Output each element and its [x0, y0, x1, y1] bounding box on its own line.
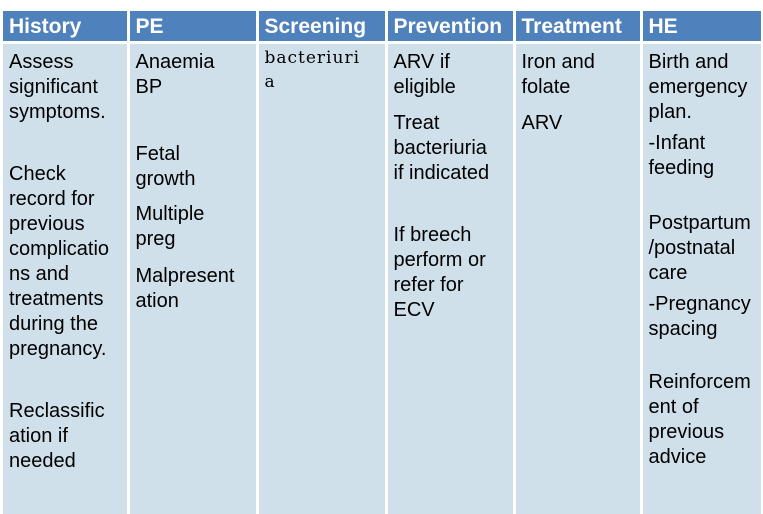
he-entry-pregnancy-spacing: -Pregnancy spacing	[648, 292, 751, 340]
header-history: History	[3, 11, 130, 44]
pe-entry-multiple-preg: Multiple preg	[135, 202, 205, 250]
history-entry-reclassification: Reclassific ation if needed	[9, 399, 105, 472]
pe-entry-malpresentation: Malpresent ation	[135, 264, 235, 312]
treatment-cell: Iron and folate ARV	[514, 42, 643, 514]
prevention-entry-arv: ARV if eligible	[393, 50, 456, 98]
header-treatment: Treatment	[514, 11, 643, 44]
prevention-entry-breech-ecv: If breech perform or refer for ECV	[393, 223, 486, 321]
pe-cell: Anaemia BP Fetal growth Multiple preg Ma…	[128, 42, 259, 514]
he-cell: Birth and emergency plan. -Infant feedin…	[641, 42, 761, 514]
history-entry-check-record: Check record for previous complicatio ns…	[9, 162, 110, 360]
header-prevention: Prevention	[386, 11, 516, 44]
header-he: HE	[641, 11, 761, 44]
history-cell: Assess significant symptoms. Check recor…	[3, 42, 130, 514]
pe-entry-anaemia-bp: Anaemia BP	[135, 50, 215, 98]
treatment-entry-iron-folate: Iron and folate	[521, 50, 595, 98]
prevention-entry-treat-bacteriuria: Treat bacteriuria if indicated	[393, 111, 490, 184]
pe-entry-fetal-growth: Fetal growth	[135, 142, 196, 190]
header-screening: Screening	[257, 11, 388, 44]
he-entry-infant-feeding: -Infant feeding	[648, 131, 715, 179]
header-pe: PE	[128, 11, 259, 44]
prevention-cell: ARV if eligible Treat bacteriuria if ind…	[386, 42, 516, 514]
screening-cell: bacteriuri a	[257, 42, 388, 514]
screening-entry-bacteriuria: bacteriuri a	[264, 47, 361, 92]
he-entry-birth-plan: Birth and emergency plan.	[648, 50, 748, 123]
he-entry-postpartum-care: Postpartum /postnatal care	[648, 211, 751, 284]
treatment-entry-arv: ARV	[521, 111, 563, 134]
antenatal-care-table: History PE Screening Prevention Treatmen…	[3, 11, 761, 514]
he-entry-reinforcement: Reinforcem ent of previous advice	[648, 370, 751, 468]
table-body-row: Assess significant symptoms. Check recor…	[3, 42, 761, 514]
table-header-row: History PE Screening Prevention Treatmen…	[3, 11, 761, 44]
history-entry-assess-symptoms: Assess significant symptoms.	[9, 50, 106, 123]
